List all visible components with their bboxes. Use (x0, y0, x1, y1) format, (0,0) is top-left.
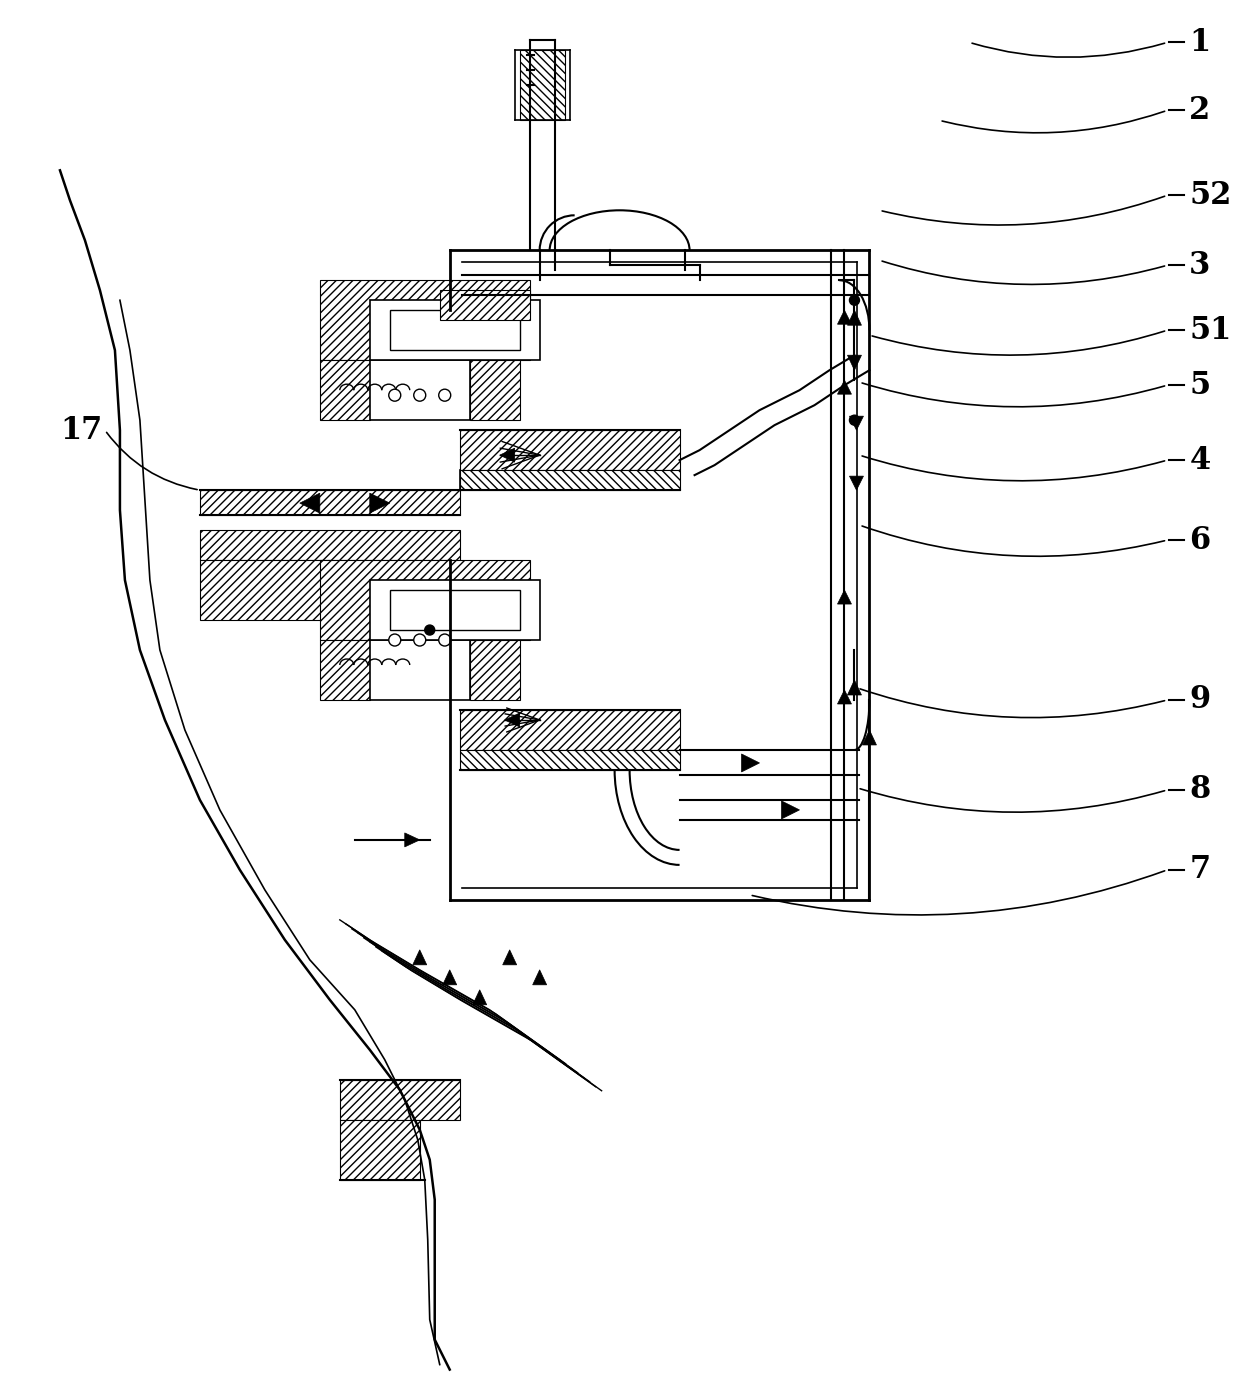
Bar (470, 640, 520, 701)
Text: 5: 5 (1189, 370, 1210, 401)
Polygon shape (849, 416, 863, 430)
Polygon shape (404, 833, 419, 847)
Text: 1: 1 (1189, 28, 1210, 58)
Polygon shape (837, 690, 852, 705)
Bar (200, 530, 460, 560)
Bar (320, 560, 529, 640)
Text: 2: 2 (1189, 95, 1210, 125)
Circle shape (849, 415, 859, 425)
Bar (200, 490, 460, 516)
Text: 8: 8 (1189, 775, 1210, 805)
Polygon shape (300, 494, 320, 513)
Bar (340, 1080, 460, 1120)
Polygon shape (472, 990, 486, 1005)
Circle shape (439, 634, 450, 645)
Polygon shape (837, 310, 852, 324)
Circle shape (425, 625, 435, 636)
Bar (520, 51, 564, 120)
Bar (460, 430, 680, 470)
Bar (389, 310, 520, 350)
Bar (440, 290, 529, 320)
Bar (370, 581, 539, 640)
Bar (460, 710, 680, 750)
Bar (200, 560, 330, 621)
Polygon shape (500, 448, 515, 462)
Bar (460, 470, 680, 490)
Polygon shape (443, 969, 456, 985)
Circle shape (389, 389, 401, 401)
Polygon shape (505, 713, 520, 727)
Bar (370, 640, 470, 701)
Text: 52: 52 (1189, 179, 1231, 211)
Bar (320, 280, 529, 360)
Text: 3: 3 (1189, 250, 1210, 281)
Polygon shape (849, 476, 863, 490)
Circle shape (414, 634, 425, 645)
Bar (370, 301, 539, 360)
Circle shape (439, 389, 450, 401)
Polygon shape (837, 381, 852, 394)
Text: 9: 9 (1189, 684, 1210, 716)
Text: 6: 6 (1189, 524, 1210, 556)
Polygon shape (781, 801, 800, 819)
Bar (470, 360, 520, 421)
Text: 4: 4 (1189, 444, 1210, 476)
Bar (389, 590, 520, 630)
Bar (460, 750, 680, 769)
Polygon shape (863, 729, 877, 745)
Polygon shape (502, 950, 517, 965)
Bar (340, 1120, 419, 1179)
Polygon shape (847, 356, 862, 370)
Polygon shape (847, 310, 862, 325)
Circle shape (414, 389, 425, 401)
Text: 17: 17 (60, 415, 102, 445)
Circle shape (389, 634, 401, 645)
Polygon shape (742, 754, 760, 772)
Polygon shape (370, 494, 389, 513)
Bar (370, 360, 470, 421)
Polygon shape (847, 680, 862, 695)
Bar (320, 640, 370, 701)
Polygon shape (837, 590, 852, 604)
Bar (320, 360, 370, 421)
Polygon shape (533, 969, 547, 985)
Polygon shape (413, 950, 427, 965)
Circle shape (849, 295, 859, 305)
Text: 51: 51 (1189, 314, 1231, 346)
Text: 7: 7 (1189, 855, 1210, 885)
